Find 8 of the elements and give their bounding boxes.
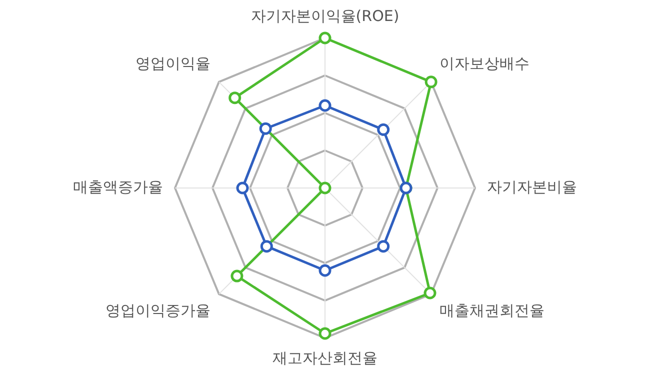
spoke-label: 자기자본비율 <box>487 178 577 196</box>
spoke-label: 매출채권회전율 <box>440 301 545 320</box>
spoke-label: 이자보상배수 <box>440 54 530 72</box>
spoke-label: 재고자산회전율 <box>272 348 378 367</box>
spoke-label: 영업이익증가율 <box>105 301 210 320</box>
spoke-label: 영업이익율 <box>135 54 210 72</box>
spoke-label: 매출액증가율 <box>73 178 163 196</box>
spoke-label: 자기자본이익율(ROE) <box>250 6 400 25</box>
